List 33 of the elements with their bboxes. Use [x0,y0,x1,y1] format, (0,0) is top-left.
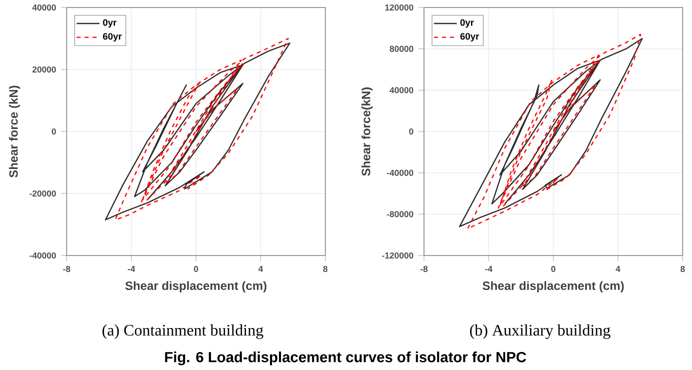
legend-label: 0yr [460,19,474,28]
y-tick-label: 0 [52,128,56,135]
y-tick-label: -40000 [30,252,56,259]
y-tick-label: 20000 [32,66,56,73]
x-tick-label: -8 [63,266,70,272]
y-tick-label: 40000 [390,87,414,94]
legend-label: 60yr [102,33,122,42]
legend-label: 60yr [460,33,480,42]
y-tick-label: -120000 [382,252,414,259]
y-tick-label: -20000 [30,190,56,197]
text: (a) Containment building [102,324,264,340]
x-tick-label: 8 [323,266,328,272]
y-tick-label: -80000 [386,211,414,218]
x-tick-label: 4 [616,266,620,272]
y-axis-title: Shear force (kN) [8,86,20,178]
y-tick-label: 0 [409,128,414,135]
x-tick-label: -4 [485,266,492,272]
legend-label: 0yr [103,19,117,28]
y-tick-label: 40000 [32,4,56,11]
x-axis-title: Shear displacement (cm) [125,281,266,293]
x-tick-label: 8 [680,266,685,272]
y-tick-label: 120000 [385,4,414,11]
text: (b) Auxiliary building [470,324,610,340]
x-tick-label: -4 [128,266,136,272]
x-tick-label: 0 [551,266,556,272]
x-tick-label: 4 [258,266,264,272]
caption: Fig. 6 Load-displacement curves of isolator for NPC [165,352,526,366]
x-axis-title: Shear displacement (cm) [482,281,624,293]
y-tick-label: -40000 [386,170,414,176]
y-tick-label: 80000 [390,46,414,52]
x-tick-label: 0 [194,266,198,272]
y-axis-title: Shear force(kN) [361,88,373,176]
x-tick-label: -8 [420,266,428,272]
